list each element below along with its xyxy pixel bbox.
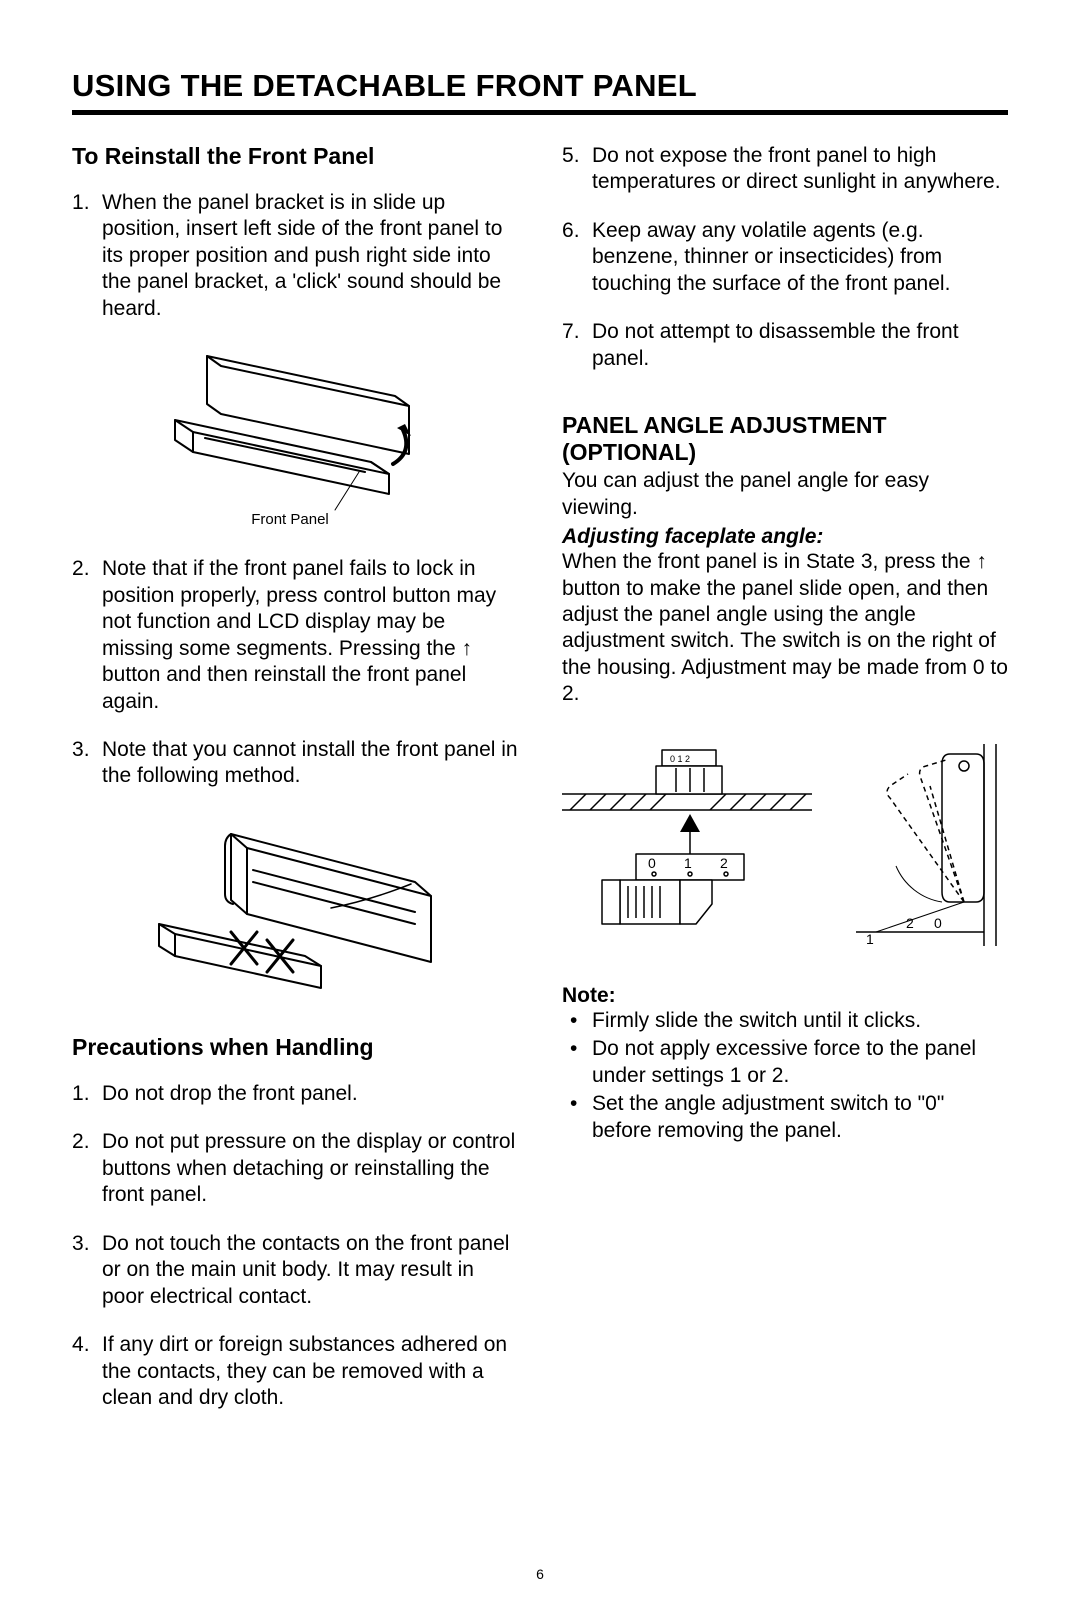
svg-text:0 1 2: 0 1 2 [670, 754, 690, 764]
angle-positions-illustration: 1 2 0 [836, 736, 1006, 956]
angle-pos-0: 0 [934, 915, 942, 931]
figure-angle-adjustment: 0 1 2 0 1 2 [562, 736, 1008, 956]
precautions-item: Do not attempt to disassemble the front … [562, 319, 1008, 372]
switch-label-0: 0 [648, 855, 656, 871]
angle-body: When the front panel is in State 3, pres… [562, 549, 1008, 708]
angle-subheading: Adjusting faceplate angle: [562, 525, 1008, 549]
switch-label-2: 2 [720, 855, 728, 871]
precautions-heading: Precautions when Handling [72, 1034, 518, 1061]
angle-pos-2: 2 [906, 915, 914, 931]
note-item: Firmly slide the switch until it clicks. [562, 1008, 1008, 1034]
page-title: USING THE DETACHABLE FRONT PANEL [72, 68, 1008, 115]
left-column: To Reinstall the Front Panel When the pa… [72, 143, 518, 1433]
note-heading: Note: [562, 984, 1008, 1008]
precautions-item: Do not touch the contacts on the front p… [72, 1231, 518, 1310]
angle-heading: PANEL ANGLE ADJUSTMENT (OPTIONAL) [562, 412, 1008, 466]
switch-detail-illustration: 0 1 2 0 1 2 [562, 736, 812, 956]
figure-incorrect-install [72, 812, 518, 1012]
precautions-list: Do not drop the front panel. Do not put … [72, 1081, 518, 1412]
page-number: 6 [0, 1566, 1080, 1582]
content-columns: To Reinstall the Front Panel When the pa… [72, 143, 1008, 1433]
reinstall-item: Note that you cannot install the front p… [72, 737, 518, 790]
reinstall-list-cont: Note that if the front panel fails to lo… [72, 556, 518, 790]
note-item: Do not apply excessive force to the pane… [562, 1036, 1008, 1089]
right-column: Do not expose the front panel to high te… [562, 143, 1008, 1433]
precautions-list-cont: Do not expose the front panel to high te… [562, 143, 1008, 372]
incorrect-install-illustration [135, 812, 455, 1012]
reinstall-item: When the panel bracket is in slide up po… [72, 190, 518, 322]
reinstall-list: When the panel bracket is in slide up po… [72, 190, 518, 322]
angle-pos-1: 1 [866, 931, 874, 947]
panel-insert-illustration: Front Panel [135, 344, 455, 534]
precautions-item: Do not expose the front panel to high te… [562, 143, 1008, 196]
precautions-item: Keep away any volatile agents (e.g. benz… [562, 218, 1008, 297]
angle-intro: You can adjust the panel angle for easy … [562, 468, 1008, 521]
figure-label: Front Panel [251, 511, 329, 528]
note-item: Set the angle adjustment switch to "0" b… [562, 1091, 1008, 1144]
figure-reinstall-panel: Front Panel [72, 344, 518, 534]
note-list: Firmly slide the switch until it clicks.… [562, 1008, 1008, 1144]
precautions-item: Do not put pressure on the display or co… [72, 1129, 518, 1208]
reinstall-heading: To Reinstall the Front Panel [72, 143, 518, 170]
precautions-item: If any dirt or foreign substances adhere… [72, 1332, 518, 1411]
reinstall-item: Note that if the front panel fails to lo… [72, 556, 518, 715]
precautions-item: Do not drop the front panel. [72, 1081, 518, 1107]
switch-label-1: 1 [684, 855, 692, 871]
